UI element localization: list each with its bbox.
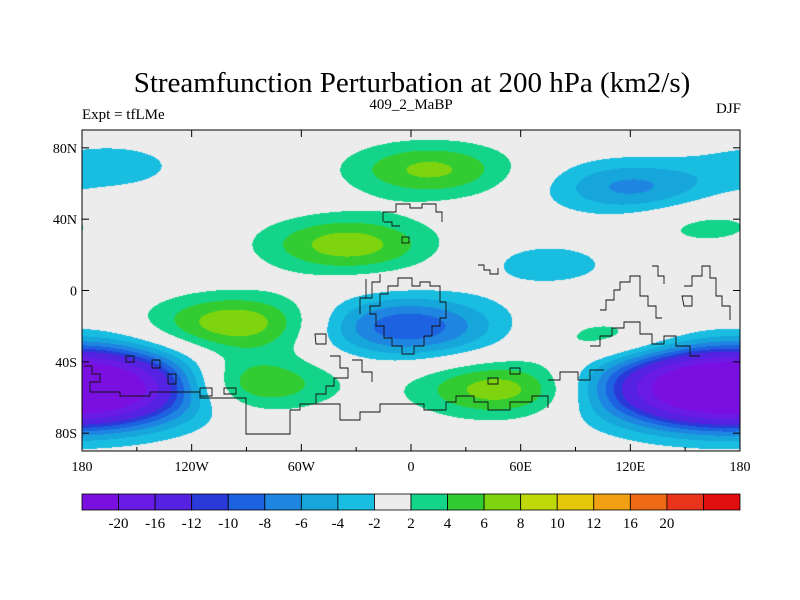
x-tick-label: 60W [288, 460, 316, 475]
colorbar-swatch-7 [337, 493, 375, 511]
colorbar-label: 6 [480, 516, 488, 532]
colorbar-label: -4 [332, 516, 345, 532]
contour-field [82, 130, 740, 451]
colorbar: -20 -16 -12 -10 -8 -6 -4 -2 2 4 6 8 10 12 16 20 [81, 493, 741, 532]
colorbar-swatch-17 [703, 493, 741, 511]
colorbar-swatch-13 [556, 493, 595, 511]
colorbar-label: -10 [218, 516, 238, 532]
colorbar-swatch-9 [410, 493, 448, 511]
colorbar-label: -6 [295, 516, 308, 532]
colorbar-label: 16 [623, 516, 639, 532]
x-tick-label: 120E [616, 460, 646, 475]
colorbar-label: 20 [659, 516, 674, 532]
subtitle-left: Expt = tfLMe [82, 107, 165, 123]
colorbar-swatch-4 [227, 493, 266, 511]
colorbar-swatch-3 [191, 493, 229, 511]
colorbar-label: -8 [259, 516, 272, 532]
colorbar-swatch-2 [154, 493, 193, 511]
colorbar-swatch-11 [483, 493, 522, 511]
colorbar-label: -2 [368, 516, 381, 532]
x-tick-label: 120W [175, 460, 210, 475]
colorbar-swatch-14 [593, 493, 631, 511]
colorbar-swatch-15 [629, 493, 668, 511]
x-tick-label: 60E [509, 460, 532, 475]
colorbar-label: 8 [517, 516, 525, 532]
colorbar-swatch-1 [118, 493, 156, 511]
colorbar-swatch-6 [300, 493, 339, 511]
axes: 180 120W 60W 0 60E 120E 180 80N 40N 0 40S 80S [53, 130, 751, 475]
y-tick-label: 40S [55, 356, 77, 371]
plot-area [81, 129, 741, 452]
y-tick-label: 80N [53, 142, 77, 157]
colorbar-label: 2 [407, 516, 415, 532]
chart-title: Streamfunction Perturbation at 200 hPa (… [134, 67, 691, 99]
x-tick-label: 180 [72, 460, 93, 475]
colorbar-label: -12 [182, 516, 202, 532]
y-tick-label: 80S [55, 427, 77, 442]
coastlines [84, 203, 731, 435]
colorbar-label: -16 [145, 516, 165, 532]
colorbar-label: 12 [586, 516, 601, 532]
colorbar-swatch-16 [666, 493, 704, 511]
colorbar-swatch-12 [520, 493, 558, 511]
colorbar-swatch-5 [264, 493, 302, 511]
subtitle-center: 409_2_MaBP [369, 97, 452, 113]
colorbar-label: 10 [550, 516, 565, 532]
x-tick-label: 0 [408, 460, 415, 475]
colorbar-swatch-10 [447, 493, 485, 511]
y-tick-label: 40N [53, 213, 77, 228]
colorbar-swatch-0 [81, 493, 119, 511]
colorbar-label: 4 [444, 516, 452, 532]
y-tick-label: 0 [70, 285, 77, 300]
x-tick-label: 180 [730, 460, 751, 475]
colorbar-label: -20 [109, 516, 129, 532]
colorbar-swatch-8 [374, 493, 412, 511]
subtitle-right: DJF [716, 101, 741, 117]
